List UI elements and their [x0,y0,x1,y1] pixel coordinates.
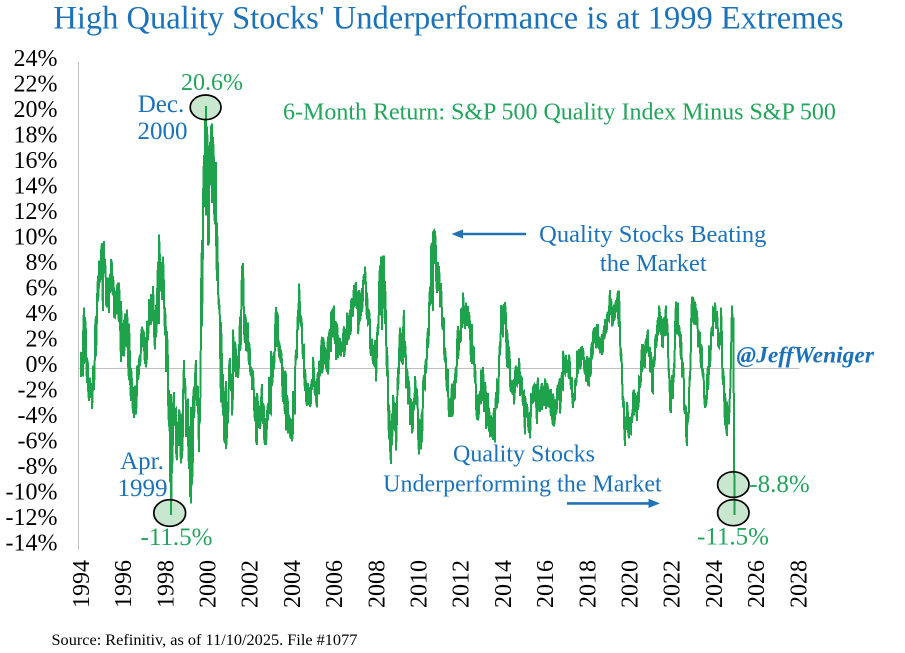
svg-text:2022: 2022 [660,560,686,608]
svg-text:1994: 1994 [69,560,95,608]
svg-text:6%: 6% [26,276,58,302]
svg-text:2012: 2012 [449,560,475,608]
svg-text:-4%: -4% [18,403,58,429]
svg-text:1996: 1996 [111,560,137,608]
svg-text:2006: 2006 [322,560,348,608]
svg-text:-6%: -6% [18,429,58,455]
svg-text:Quality Stocks: Quality Stocks [453,442,595,468]
svg-text:-8.8%: -8.8% [749,471,809,498]
svg-text:2016: 2016 [533,560,559,608]
svg-text:2024: 2024 [702,560,728,608]
svg-text:-14%: -14% [6,531,58,557]
svg-text:4%: 4% [26,301,58,327]
svg-text:-11.5%: -11.5% [697,524,769,551]
svg-text:0%: 0% [26,352,58,378]
svg-text:1998: 1998 [153,560,179,608]
svg-text:20.6%: 20.6% [181,70,243,96]
svg-text:2008: 2008 [364,560,390,608]
svg-text:-8%: -8% [18,454,58,480]
svg-text:2028: 2028 [786,560,812,608]
svg-text:8%: 8% [26,250,58,276]
svg-text:the Market: the Market [600,250,707,277]
svg-text:-12%: -12% [6,505,58,531]
svg-text:Source: Refinitiv, as of 11/10: Source: Refinitiv, as of 11/10/2025. Fil… [52,630,358,649]
svg-text:2000: 2000 [196,560,222,608]
svg-text:16%: 16% [14,148,58,174]
svg-text:2014: 2014 [491,560,517,608]
svg-text:@JeffWeniger: @JeffWeniger [737,343,875,369]
svg-text:20%: 20% [14,97,58,123]
svg-text:2002: 2002 [238,560,264,608]
svg-text:12%: 12% [14,199,58,225]
svg-text:Quality Stocks Beating: Quality Stocks Beating [539,221,766,248]
svg-text:2%: 2% [26,327,58,353]
svg-text:2004: 2004 [280,560,306,608]
svg-text:10%: 10% [14,225,58,251]
svg-text:2000: 2000 [138,118,188,145]
svg-text:Underperforming the Market: Underperforming the Market [383,472,662,498]
svg-text:24%: 24% [14,46,58,72]
svg-text:22%: 22% [14,72,58,98]
svg-text:-11.5%: -11.5% [141,524,213,551]
svg-text:6-Month Return: S&P 500 Qualit: 6-Month Return: S&P 500 Quality Index Mi… [283,100,836,126]
svg-text:-2%: -2% [18,378,58,404]
svg-text:2026: 2026 [744,560,770,608]
svg-text:-10%: -10% [6,480,58,506]
svg-text:14%: 14% [14,174,58,200]
svg-text:2010: 2010 [407,560,433,608]
svg-text:2018: 2018 [575,560,601,608]
svg-text:High Quality Stocks' Underperf: High Quality Stocks' Underperformance is… [53,1,843,37]
svg-text:Apr.: Apr. [120,448,164,475]
svg-text:18%: 18% [14,123,58,149]
svg-text:1999: 1999 [118,475,168,502]
svg-text:Dec.: Dec. [138,91,185,118]
svg-text:2020: 2020 [618,560,644,608]
